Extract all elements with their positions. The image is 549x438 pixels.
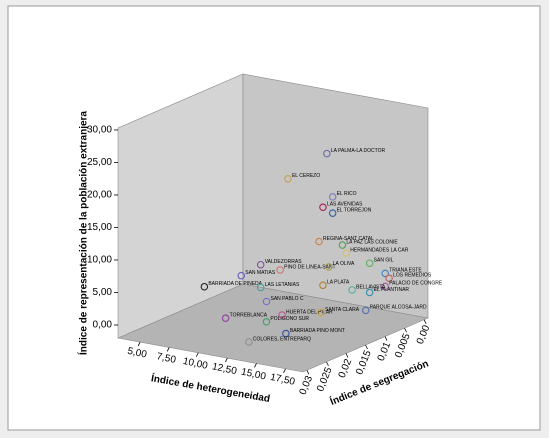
point — [262, 297, 271, 306]
point — [365, 288, 374, 297]
point-label: REGINA-SANT CATAL — [323, 236, 374, 242]
point-label: SAN GIL — [374, 258, 394, 264]
z-tick — [404, 327, 407, 333]
point-label: POLIGONO SUR — [270, 316, 309, 322]
point — [319, 203, 327, 212]
point — [348, 286, 356, 294]
point — [325, 263, 333, 271]
point — [284, 175, 292, 183]
y-tick-label: 25,00 — [87, 157, 112, 168]
z-tick — [345, 353, 349, 358]
point — [338, 241, 347, 249]
x-tick — [195, 352, 199, 357]
x-tick-label: 7,50 — [156, 351, 178, 366]
z-tick — [306, 370, 310, 375]
x-tick-label: 10,00 — [182, 356, 209, 372]
point-label: TRIANA ESTE — [389, 268, 422, 274]
marks: LA PALMA-LA DOCTOR EL CEREZO EL RICO LAS AV… — [200, 148, 443, 346]
point-label: PINO DE LINEA-SANT — [284, 264, 335, 270]
point — [221, 314, 230, 322]
point — [328, 209, 337, 217]
point — [319, 281, 327, 290]
z-tick — [384, 336, 388, 341]
z-tick — [365, 344, 368, 350]
x-tick — [225, 357, 228, 363]
point — [323, 149, 331, 158]
x-tick — [254, 363, 257, 368]
point — [385, 274, 393, 282]
point-label: BARRIADA PINO MONT — [290, 328, 345, 334]
x-tick-label: 17,50 — [269, 372, 296, 388]
point — [262, 317, 271, 326]
point — [245, 338, 253, 346]
point-label: TORREBLANCA — [230, 313, 268, 319]
x-tick — [166, 347, 170, 352]
point-label: SANTA CLARA — [325, 307, 360, 313]
x-tick — [137, 341, 141, 347]
point-label: EL TORREJON — [337, 207, 372, 213]
point-label: LA PAZ LAS COLONIE — [346, 239, 398, 245]
point-label: LAS AVENIDAS — [327, 202, 363, 208]
y-tick-label: 10,00 — [87, 255, 112, 266]
point — [256, 260, 265, 269]
z-tick — [423, 319, 427, 324]
point — [315, 237, 323, 246]
point-label: LOS REMEDIOS — [393, 273, 432, 279]
point — [362, 306, 370, 315]
point — [237, 271, 246, 280]
point-label: BELLAVISTA — [356, 284, 386, 290]
point — [342, 249, 351, 257]
point-label: PALACIO DE CONGRE — [389, 281, 443, 287]
point-label: LAS LETANIAS — [265, 282, 300, 288]
point — [381, 282, 389, 291]
point-label: LA OLIVA — [333, 261, 355, 267]
point — [317, 308, 325, 317]
point-label: HERMANDADES LA CAR — [350, 247, 408, 253]
point-label: EL CEREZO — [292, 173, 320, 179]
point-label: PARQUE ALCOSA-JARD — [370, 305, 427, 311]
point-label: EL RICO — [337, 191, 357, 197]
point — [200, 282, 209, 291]
y-tick-label: 30,00 — [87, 125, 112, 136]
point — [276, 266, 284, 274]
point-label: COLORES, ENTREPARQ — [253, 336, 311, 342]
point-label: BARRIADA DE PINEDA — [208, 281, 262, 287]
x-tick — [283, 368, 286, 373]
point-label: LA PALMA-LA DOCTOR — [331, 148, 386, 154]
y-axis-title: Índice de representación de la población… — [77, 111, 90, 355]
point-label: VALDEZORRAS — [265, 259, 303, 265]
point — [365, 259, 374, 267]
y-tick-label: 0,00 — [93, 320, 113, 331]
point — [256, 283, 265, 292]
point-label: SAN PABLO C — [271, 296, 304, 302]
point-label: HUERTA DEL PILAR — [286, 309, 333, 315]
x-tick-label: 12,50 — [211, 361, 238, 377]
x-tick-label: 15,00 — [240, 367, 267, 383]
y-tick-label: 15,00 — [87, 222, 112, 233]
point — [278, 311, 286, 319]
point — [282, 329, 290, 338]
point-label: EL PLANTINAR — [374, 287, 410, 293]
point — [328, 193, 337, 201]
y-tick-label: 5,00 — [93, 287, 113, 298]
z-tick — [326, 361, 329, 367]
x-tick-label: 5,00 — [126, 346, 148, 361]
point-label: SAN MATIAS — [245, 270, 276, 276]
y-tick-label: 20,00 — [87, 190, 112, 201]
point — [381, 269, 389, 278]
point-label: LA PLATA — [327, 280, 350, 286]
